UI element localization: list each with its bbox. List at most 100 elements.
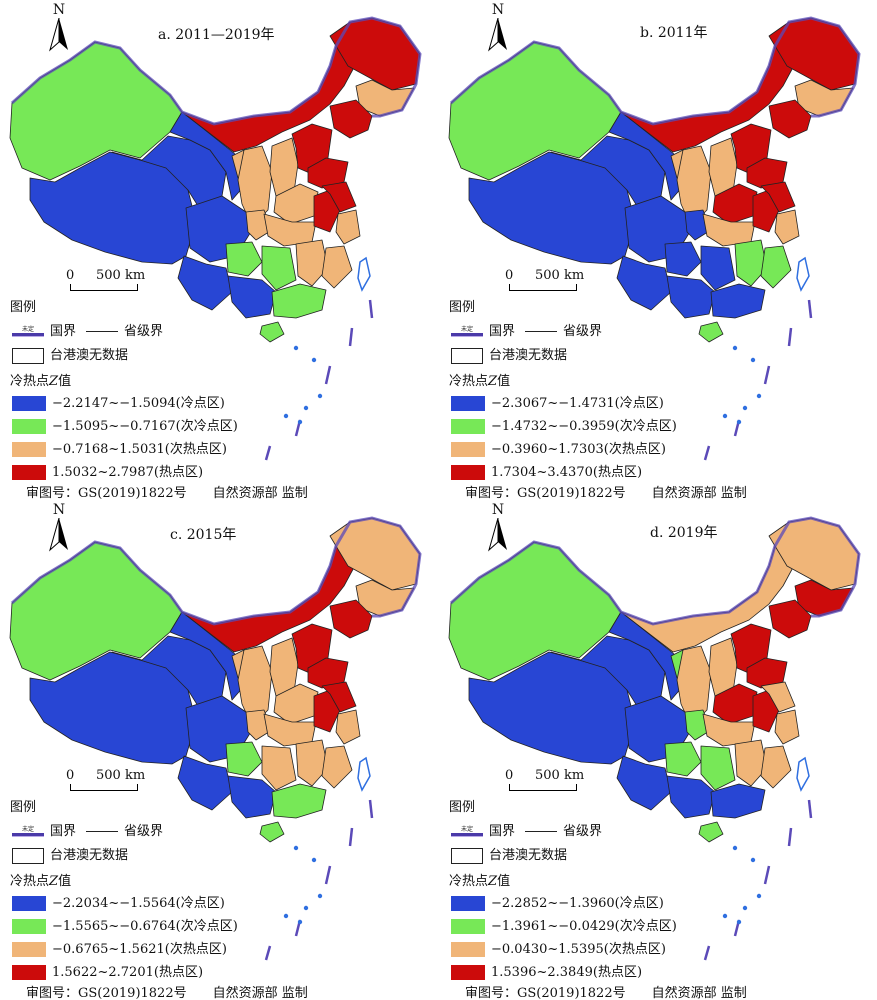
cold-swatch [12,896,46,911]
legend-class-label: −2.2147~−1.5094(冷点区) [52,396,225,411]
legend-class-label: 1.7304~3.4370(热点区) [491,465,643,480]
provincial-border-label: 省级界 [563,824,603,839]
approval-line: 审图号：GS(2019)1822号 自然资源部 监制 [465,982,747,1000]
panel-title: b. 2011年 [640,25,708,41]
maritime-dash [763,865,771,885]
province-qinghai [111,135,227,207]
national-border-label: 国界 [50,824,77,839]
nodata-symbol [12,847,44,864]
china-outline [9,517,421,843]
province-liaoning [768,99,812,139]
scale-distance: 500 km [96,768,146,783]
scale-distance: 500 km [535,768,585,783]
province-jiangxi [734,739,768,787]
province-jiangxi [295,739,329,787]
island-dot [756,893,762,899]
hot-swatch [12,465,46,480]
legend-z-title: 冷热点Z值 [449,370,510,389]
map-panel-b: N b. 2011年 0 500 km 图例 未定 国界 省级界 台港澳无数据 冷… [439,0,877,500]
island-dot [732,345,738,351]
province-qinghai [111,635,227,707]
z-title-suffix: 值 [58,874,72,889]
legend-nodata: 台港澳无数据 [451,844,567,864]
province-fujian [321,745,353,789]
nodata-label: 台港澳无数据 [50,848,129,863]
approval-line: 审图号：GS(2019)1822号 自然资源部 监制 [26,482,308,500]
provincial-border-symbol [525,831,558,832]
z-title-italic: Z [49,374,59,389]
north-arrow-icon [49,18,68,52]
national-border-line [450,516,861,626]
legend-class-subcold: −1.5565~−0.6764(次冷点区) [12,915,238,934]
legend-national-border: 未定 国界 省级界 [451,820,602,839]
national-border-symbol: 未定 [451,826,483,837]
legend-class-hot: 1.7304~3.4370(热点区) [451,461,642,480]
maritime-dash [787,827,793,847]
china-map [448,516,861,961]
north-arrow-icon [488,18,507,52]
south-china-sea-border [703,299,813,461]
island-dot [293,345,299,351]
maritime-dash [807,299,813,319]
national-border-label: 国界 [489,824,516,839]
hot-swatch [451,965,485,980]
taiwan-nodata [357,756,371,792]
china-outline [448,517,860,843]
national-border-line [11,16,422,126]
province-qinghai [550,135,666,207]
approval-number: 审图号：GS(2019)1822号 [465,986,626,1000]
subcold-swatch [451,919,485,934]
province-yunnan [616,755,672,811]
nodata-label: 台港澳无数据 [489,848,568,863]
legend-class-subhot: −0.3960~1.7303(次热点区) [451,438,666,457]
panel-title: d. 2019年 [650,525,718,541]
subhot-swatch [451,442,485,457]
hot-swatch [12,965,46,980]
legend-class-subcold: −1.5095~−0.7167(次冷点区) [12,415,238,434]
china-outline [9,17,421,343]
legend-z-title: 冷热点Z值 [10,870,71,889]
south-sea-islands [722,345,762,425]
legend-nodata: 台港澳无数据 [12,844,128,864]
north-letter: N [52,502,66,518]
provincial-border-symbol [86,331,119,332]
province-yunnan [177,255,233,311]
approval-line: 审图号：GS(2019)1822号 自然资源部 监制 [465,482,747,500]
legend-z-title: 冷热点Z值 [449,870,510,889]
south-china-sea-border [264,299,374,461]
maritime-dash [368,799,374,819]
legend-class-subhot: −0.7168~1.5031(次热点区) [12,438,227,457]
provincial-border-label: 省级界 [563,324,603,339]
nodata-label: 台港澳无数据 [50,348,129,363]
provincial-border-label: 省级界 [124,824,164,839]
south-sea-islands [283,845,323,925]
z-title-suffix: 值 [497,874,511,889]
south-sea-islands [722,845,762,925]
subcold-swatch [451,419,485,434]
north-arrow: N [483,2,513,54]
north-arrow-icon [488,518,507,552]
legend-nodata: 台港澳无数据 [451,344,567,364]
province-guangdong [271,283,327,319]
maritime-dash [324,365,332,385]
subhot-swatch [12,442,46,457]
z-title-italic: Z [488,374,498,389]
legend-class-subcold: −1.4732~−0.3959(次冷点区) [451,415,677,434]
legend-nodata: 台港澳无数据 [12,344,128,364]
province-fujian [760,245,792,289]
maritime-dash [324,865,332,885]
nodata-label: 台港澳无数据 [489,348,568,363]
legend-class-label: 1.5622~2.7201(热点区) [52,965,204,980]
maritime-dash [368,299,374,319]
national-border-symbol: 未定 [12,326,44,337]
island-dot [317,393,323,399]
province-guangxi [666,775,716,819]
subcold-swatch [12,919,46,934]
national-border-label: 国界 [50,324,77,339]
national-border-symbol: 未定 [451,326,483,337]
legend-class-subhot: −0.6765~1.5621(次热点区) [12,938,227,957]
island-dot [722,913,728,919]
maritime-dash [807,799,813,819]
province-guangdong [271,783,327,819]
china-outline [448,17,860,343]
